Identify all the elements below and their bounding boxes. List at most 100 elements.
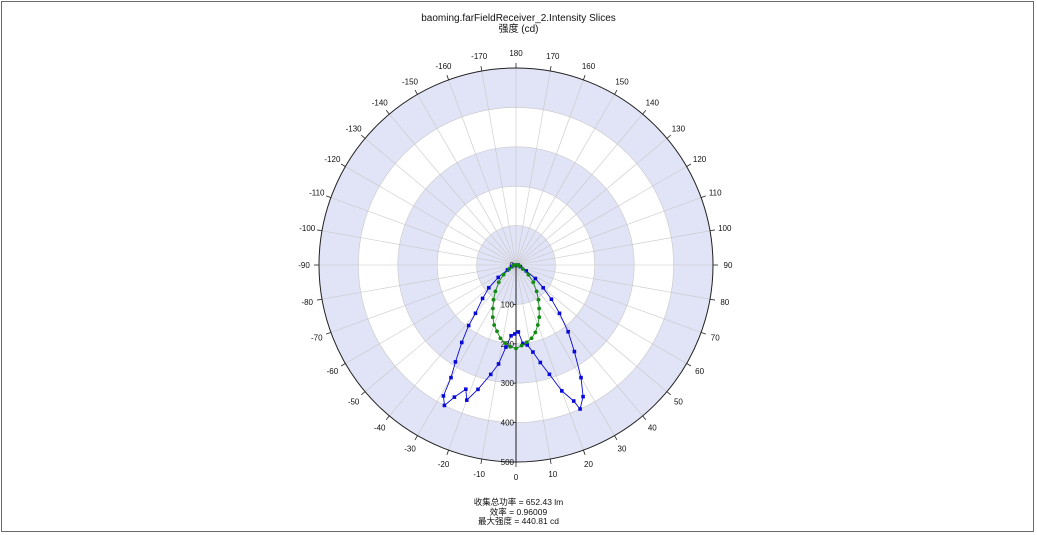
angular-gridline: [321, 230, 517, 266]
angular-gridline: [515, 70, 551, 266]
data-point: [521, 341, 525, 346]
data-point: [541, 285, 545, 290]
angular-tick: [446, 75, 449, 81]
data-point: [465, 398, 469, 402]
max-intensity-text: 最大强度 = 440.81 cd: [477, 516, 560, 526]
angular-tick: [316, 229, 323, 232]
angular-tick-label: 60: [695, 367, 704, 376]
data-point: [534, 289, 539, 294]
data-point: [511, 263, 515, 268]
angular-tick-label: 110: [709, 188, 722, 197]
data-point: [536, 297, 541, 302]
chart-title: baoming.farFieldReceiver_2.Intensity Sli…: [421, 13, 616, 24]
angular-tick-label: 40: [648, 423, 657, 432]
data-point: [535, 323, 540, 327]
angular-tick-label: -140: [372, 99, 389, 108]
angular-gridline: [515, 264, 551, 460]
angular-tick-label: -80: [301, 298, 313, 307]
angular-gridline: [515, 113, 643, 266]
angular-gridline: [330, 264, 517, 333]
angular-tick: [700, 332, 706, 335]
angular-gridline: [417, 94, 517, 266]
data-point: [507, 267, 512, 271]
angular-tick-label: 120: [693, 155, 707, 164]
angular-tick: [385, 415, 390, 420]
angular-tick-label: 70: [711, 334, 720, 343]
angular-tick: [414, 89, 418, 95]
angular-tick-label: -10: [473, 470, 485, 479]
angular-tick: [326, 332, 332, 335]
stats-block: 收集总功率 = 652.43 lm 效率 = 0.96009 最大强度 = 44…: [2, 497, 1035, 527]
angular-gridline: [515, 94, 615, 266]
angular-tick-label: -60: [327, 367, 339, 376]
angular-tick: [709, 298, 716, 301]
angular-tick: [614, 89, 618, 95]
data-point: [496, 280, 501, 285]
data-point: [504, 345, 508, 349]
angular-tick: [700, 195, 706, 198]
angular-gridline: [364, 138, 517, 266]
data-point: [571, 399, 576, 403]
data-point: [514, 346, 518, 351]
data-point: [525, 343, 530, 347]
radial-tick-label: 100: [501, 300, 515, 309]
radial-tick-label: 500: [501, 458, 515, 467]
series-line: [442, 264, 584, 410]
angular-tick-label: 180: [509, 49, 523, 58]
angular-gridline: [389, 113, 517, 266]
angular-gridline: [515, 264, 687, 364]
angular-tick: [340, 163, 346, 167]
angular-tick-label: -20: [438, 460, 450, 469]
angular-tick-label: 150: [615, 77, 629, 86]
angular-tick: [686, 363, 692, 367]
data-point: [581, 394, 585, 399]
angular-gridline: [515, 79, 584, 266]
data-point: [515, 263, 520, 267]
data-point: [493, 289, 498, 294]
angular-tick: [642, 110, 647, 115]
angular-tick-label: -50: [348, 397, 360, 406]
angular-tick: [666, 391, 671, 396]
data-series: [441, 263, 585, 411]
data-point: [531, 350, 535, 354]
angular-tick-label: 10: [548, 470, 557, 479]
angular-tick: [446, 449, 449, 455]
angular-tick: [326, 195, 332, 198]
data-point: [520, 267, 525, 271]
angular-gridline: [515, 264, 711, 300]
data-point: [524, 269, 529, 273]
chart-subtitle: 强度 (cd): [498, 24, 539, 35]
angular-tick-label: -30: [404, 445, 416, 454]
angular-tick-label: 100: [718, 224, 732, 233]
data-point: [452, 395, 457, 399]
efficiency-text: 效率 = 0.96009: [489, 506, 548, 517]
angular-tick: [549, 65, 552, 72]
angular-tick-label: 0: [514, 473, 519, 482]
data-point: [473, 311, 478, 316]
angular-tick: [414, 435, 418, 441]
angular-tick: [480, 65, 483, 72]
data-point: [578, 407, 582, 411]
angular-tick: [480, 458, 483, 465]
data-point: [538, 360, 543, 365]
angular-gridline: [448, 264, 517, 451]
angular-tick: [549, 458, 552, 465]
angular-tick: [614, 435, 618, 441]
angular-tick: [583, 449, 586, 455]
angular-gridline: [345, 264, 517, 364]
angular-tick-label: 30: [618, 445, 627, 454]
angular-tick: [709, 229, 716, 232]
angular-tick-label: -120: [324, 155, 341, 164]
angular-tick-label: -170: [471, 52, 488, 61]
angular-tick-label: -90: [298, 261, 310, 270]
data-point: [466, 323, 471, 328]
angular-tick-label: -110: [309, 188, 325, 197]
angular-tick-label: 20: [584, 460, 593, 469]
title-block: baoming.farFieldReceiver_2.Intensity Sli…: [2, 13, 1035, 35]
total-power-text: 收集总功率 = 652.43 lm: [473, 497, 564, 507]
angular-tick: [385, 110, 390, 115]
data-point: [491, 297, 496, 302]
data-point: [537, 315, 542, 320]
